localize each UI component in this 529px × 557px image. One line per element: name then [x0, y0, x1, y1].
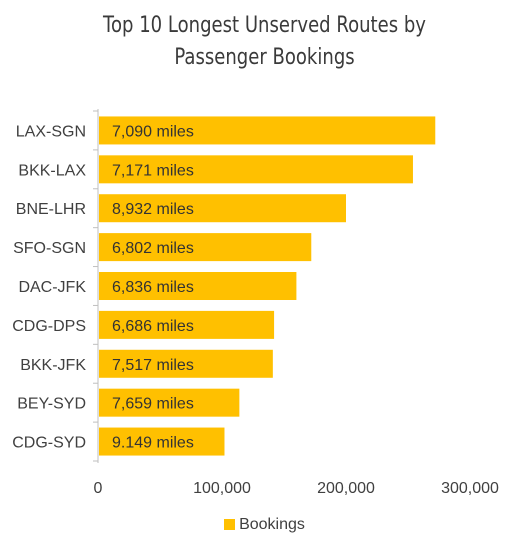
data-label: 7,090 miles [112, 123, 194, 140]
data-label: 6,802 miles [112, 240, 194, 257]
chart-title-line-2: Passenger Bookings [174, 45, 355, 70]
category-label: LAX-SGN [16, 123, 86, 140]
category-label: DAC-JFK [18, 279, 86, 296]
legend: Bookings [0, 516, 529, 534]
chart-title: Top 10 Longest Unserved Routes by Passen… [48, 10, 482, 74]
category-label: BKK-LAX [18, 162, 86, 179]
category-label: CDG-DPS [12, 318, 86, 335]
bar [99, 233, 312, 262]
data-label: 7,659 miles [112, 396, 194, 413]
data-label: 7,517 miles [112, 357, 194, 374]
legend-label: Bookings [239, 516, 305, 533]
data-label: 9.149 miles [112, 435, 194, 452]
bar [99, 427, 225, 456]
category-label: BEY-SYD [17, 396, 86, 413]
x-tick-label: 100,000 [193, 480, 251, 497]
bar [99, 155, 413, 184]
x-tick-label: 200,000 [317, 480, 375, 497]
data-label: 8,932 miles [112, 201, 194, 218]
data-label: 6,836 miles [112, 279, 194, 296]
bar [99, 116, 436, 145]
category-label: CDG-SYD [12, 435, 86, 452]
category-label: BKK-JFK [20, 357, 86, 374]
data-label: 7,171 miles [112, 162, 194, 179]
bar [99, 388, 240, 417]
data-label: 6,686 miles [112, 318, 194, 335]
category-label: SFO-SGN [13, 240, 86, 257]
bar [99, 310, 275, 339]
chart-title-line-1: Top 10 Longest Unserved Routes by [103, 13, 426, 38]
legend-swatch [224, 519, 236, 530]
x-tick-label: 0 [94, 480, 103, 497]
x-tick-label: 300,000 [441, 480, 499, 497]
bar [99, 349, 273, 378]
category-label: BNE-LHR [16, 201, 86, 218]
bar [99, 194, 346, 223]
bar [99, 272, 297, 300]
